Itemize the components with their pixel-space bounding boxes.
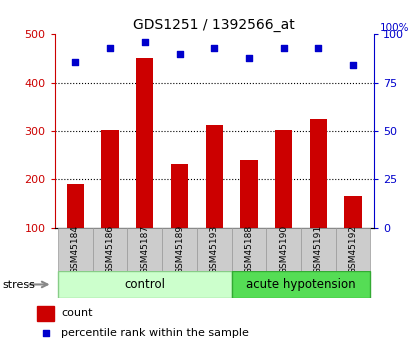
Text: GSM45191: GSM45191 — [314, 225, 323, 274]
Bar — [197, 228, 231, 271]
Point — [107, 45, 113, 51]
Text: GSM45189: GSM45189 — [175, 225, 184, 274]
Bar — [240, 160, 257, 276]
Point — [142, 39, 148, 45]
Point — [246, 55, 252, 60]
Point — [72, 59, 79, 64]
Text: count: count — [61, 308, 93, 318]
Text: GSM45186: GSM45186 — [105, 225, 115, 274]
Bar — [37, 306, 54, 321]
Bar — [310, 119, 327, 276]
Text: GSM45193: GSM45193 — [210, 225, 219, 274]
Point — [349, 63, 356, 68]
Bar — [336, 228, 370, 271]
Bar — [266, 228, 301, 271]
Bar — [58, 271, 231, 298]
Bar — [231, 228, 266, 271]
Bar — [301, 228, 336, 271]
Bar — [275, 130, 292, 276]
Text: GSM45187: GSM45187 — [140, 225, 149, 274]
Point — [42, 331, 49, 336]
Bar — [171, 164, 188, 276]
Text: GSM45184: GSM45184 — [71, 225, 80, 274]
Bar — [58, 228, 93, 271]
Text: GSM45190: GSM45190 — [279, 225, 288, 274]
Point — [176, 51, 183, 57]
Text: percentile rank within the sample: percentile rank within the sample — [61, 328, 249, 338]
Bar — [205, 125, 223, 276]
Bar — [67, 184, 84, 276]
Bar — [231, 271, 370, 298]
Text: stress: stress — [2, 280, 35, 289]
Point — [211, 45, 218, 51]
Bar — [102, 130, 119, 276]
Text: 100%: 100% — [380, 22, 410, 32]
Text: GSM45188: GSM45188 — [244, 225, 253, 274]
Bar — [136, 58, 153, 276]
Text: acute hypotension: acute hypotension — [246, 278, 356, 291]
Bar — [93, 228, 127, 271]
Bar — [162, 228, 197, 271]
Title: GDS1251 / 1392566_at: GDS1251 / 1392566_at — [133, 18, 295, 32]
Point — [280, 45, 287, 51]
Bar — [344, 196, 362, 276]
Text: GSM45192: GSM45192 — [349, 225, 357, 274]
Point — [315, 45, 322, 51]
Text: control: control — [124, 278, 165, 291]
Bar — [127, 228, 162, 271]
